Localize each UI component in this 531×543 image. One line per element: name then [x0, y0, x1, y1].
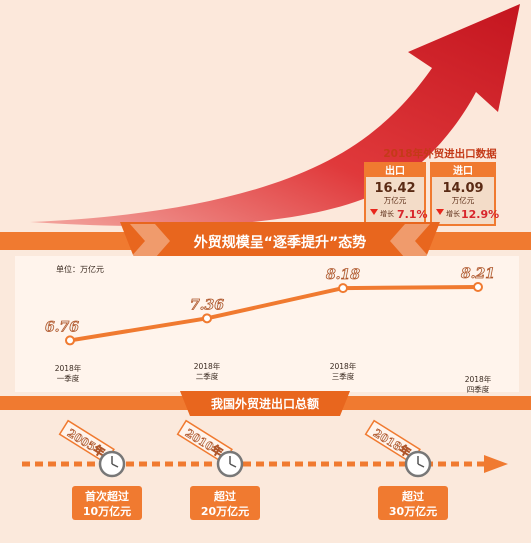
export-growth-value: 7.1% — [397, 208, 428, 221]
data-point — [202, 313, 212, 324]
clock-icon — [98, 450, 126, 478]
chart-area — [15, 256, 519, 392]
data-label: 8.18 — [326, 267, 360, 283]
unit-label: 单位：万亿元 — [56, 264, 104, 274]
import-growth-arrow-icon — [436, 209, 444, 215]
data-label: 8.21 — [461, 266, 495, 282]
data-label: 6.76 — [45, 319, 79, 335]
milestone-line2: 10万亿元 — [83, 504, 131, 518]
data-point — [65, 335, 75, 346]
x-tick-quarter: 四季度 — [467, 384, 490, 394]
timeline-axis — [22, 455, 508, 473]
import-value: 14.09 — [442, 181, 483, 196]
milestone-line1: 超过 — [213, 489, 236, 503]
banner-total-text: 我国外贸进出口总额 — [211, 396, 319, 411]
timeline-arrowhead-icon — [484, 455, 508, 473]
stats-box: 2018年外贸进出口数据 出口 16.42 万亿元 增长 7.1% 进口 14.… — [364, 147, 499, 226]
export-label: 出口 — [385, 164, 405, 177]
milestone-box — [378, 486, 448, 520]
clock-icon — [216, 450, 244, 478]
banner-scale: 外贸规模呈“逐季提升”态势 — [0, 222, 531, 260]
clock-icon — [404, 450, 432, 478]
data-label: 7.36 — [190, 297, 224, 313]
line-chart: 6.762018年一季度7.362018年二季度8.182018年三季度8.21… — [45, 266, 496, 394]
import-growth-label: 增长 — [446, 209, 460, 218]
x-tick-year: 2018年 — [330, 361, 357, 371]
milestone-line1: 首次超过 — [85, 489, 129, 503]
export-unit: 万亿元 — [384, 195, 407, 205]
stats-title: 2018年外贸进出口数据 — [383, 147, 497, 160]
import-unit: 万亿元 — [452, 195, 475, 205]
banner-scale-text: 外贸规模呈“逐季提升”态势 — [194, 234, 366, 251]
milestone-box — [72, 486, 142, 520]
x-tick-year: 2018年 — [55, 363, 82, 373]
banner-total: 我国外贸进出口总额 — [0, 391, 531, 416]
milestone-line2: 20万亿元 — [201, 504, 249, 518]
x-tick-quarter: 二季度 — [196, 371, 219, 381]
x-tick-quarter: 三季度 — [332, 371, 355, 381]
export-growth-label: 增长 — [380, 209, 394, 218]
data-point — [473, 282, 483, 292]
x-tick-year: 2018年 — [194, 361, 221, 371]
x-tick-quarter: 一季度 — [57, 373, 80, 383]
export-growth-arrow-icon — [370, 209, 378, 215]
import-growth-value: 12.9% — [461, 208, 499, 221]
x-tick-year: 2018年 — [465, 374, 492, 384]
milestone-line2: 30万亿元 — [389, 504, 437, 518]
series-line — [69, 285, 479, 343]
export-value: 16.42 — [374, 181, 415, 196]
import-label: 进口 — [453, 164, 473, 177]
milestone-box — [190, 486, 260, 520]
data-point — [338, 283, 348, 294]
milestone-line1: 超过 — [401, 489, 424, 503]
